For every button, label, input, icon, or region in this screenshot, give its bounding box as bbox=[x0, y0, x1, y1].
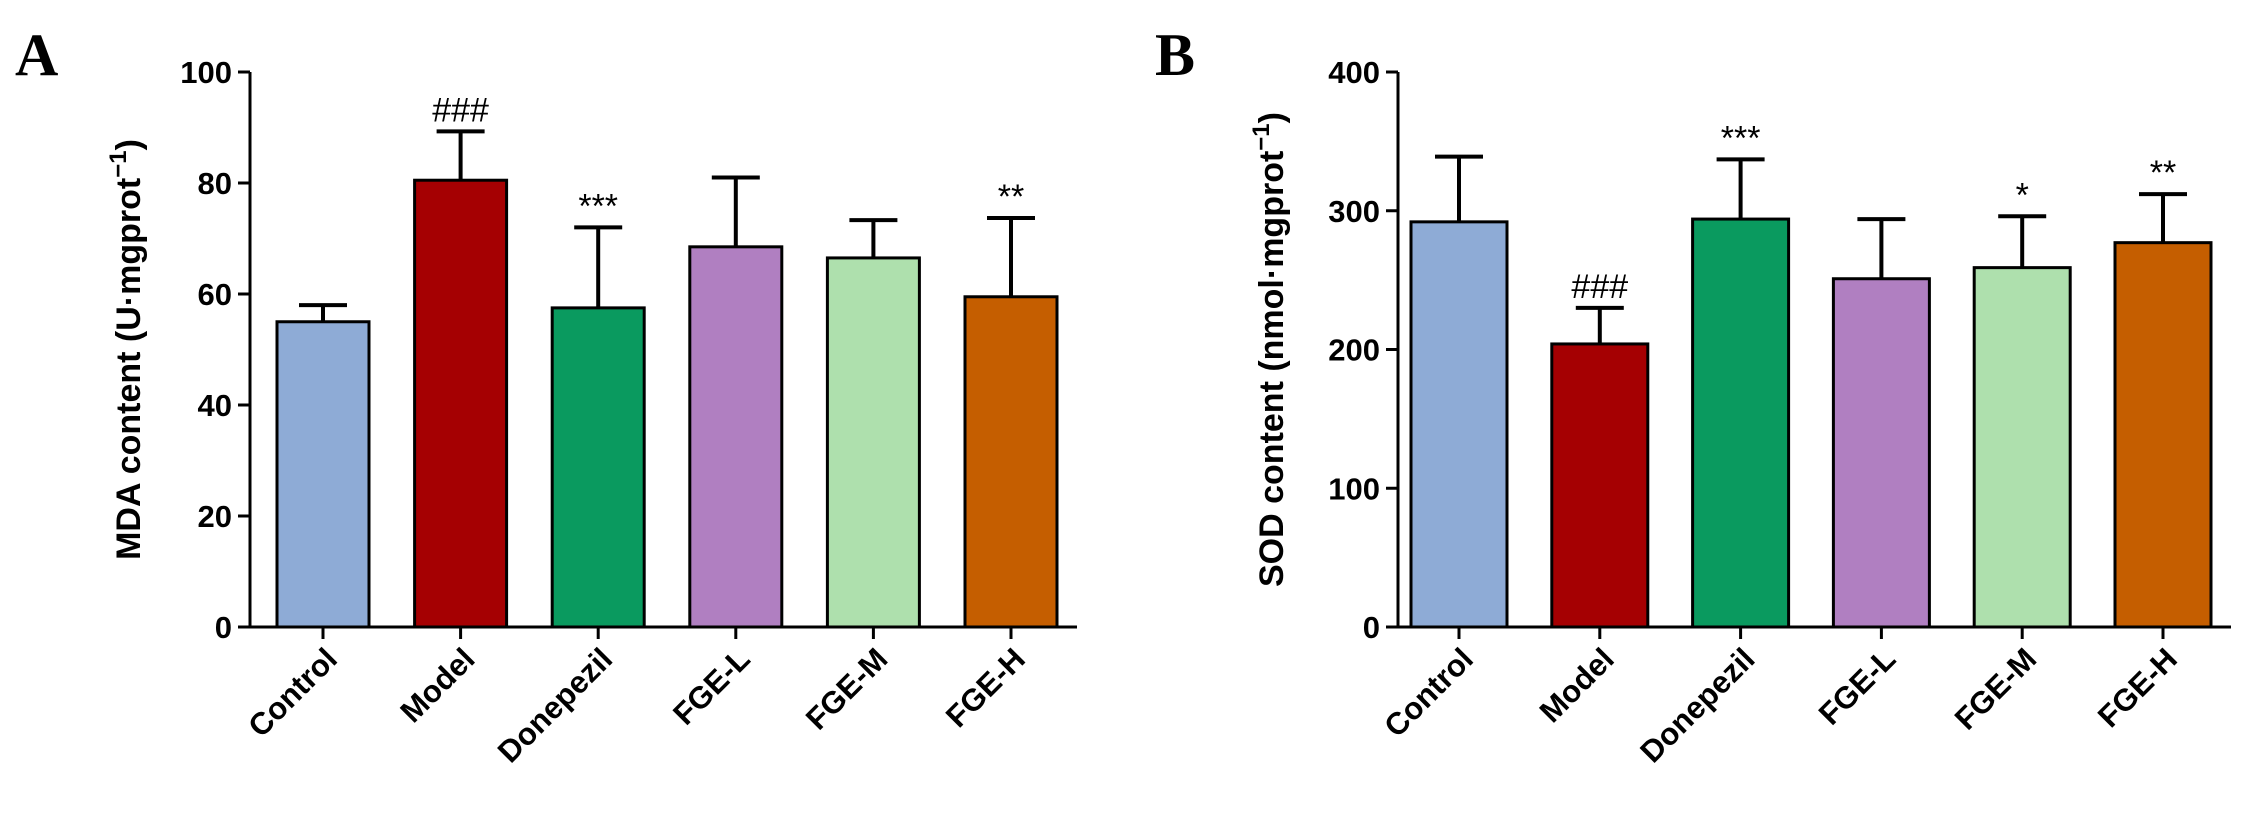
x-tick-label: FGE-M bbox=[1948, 641, 2043, 736]
panel-letter: B bbox=[1155, 22, 1195, 88]
bar bbox=[2113, 241, 2213, 629]
bar bbox=[1409, 220, 1509, 629]
significance-label: ** bbox=[2150, 154, 2176, 192]
bar bbox=[825, 256, 921, 629]
bar bbox=[1691, 217, 1791, 629]
chart-a: A MDA content (U·mgprot−1) Control ### Model… bbox=[15, 22, 1077, 769]
significance-label: * bbox=[2016, 176, 2029, 214]
y-axis-label: SOD content (nmol·mgprot−1) bbox=[1248, 112, 1291, 587]
significance-label: *** bbox=[1721, 119, 1761, 157]
x-tick-label: FGE-L bbox=[666, 641, 757, 732]
bar bbox=[1972, 266, 2072, 629]
x-tick-label: Model bbox=[1533, 641, 1621, 729]
y-tick-label: 80 bbox=[198, 166, 232, 201]
bar bbox=[963, 295, 1059, 629]
bar bbox=[1831, 277, 1931, 629]
x-tick-label: Model bbox=[393, 641, 481, 729]
y-tick-label: 40 bbox=[198, 388, 232, 423]
y-tick-label: 20 bbox=[198, 499, 232, 534]
bar bbox=[688, 245, 784, 629]
y-tick-label: 60 bbox=[198, 277, 232, 312]
y-tick-label: 200 bbox=[1328, 333, 1380, 368]
bar bbox=[413, 178, 509, 629]
y-tick-label: 100 bbox=[180, 55, 232, 90]
bar bbox=[275, 320, 371, 629]
significance-label: ### bbox=[432, 91, 489, 129]
x-tick-label: Control bbox=[241, 641, 344, 744]
y-tick-label: 0 bbox=[215, 610, 232, 645]
y-tick-label: 0 bbox=[1363, 610, 1380, 645]
x-tick-label: Donepezil bbox=[491, 641, 619, 769]
y-tick-label: 400 bbox=[1328, 55, 1380, 90]
panel-letter: A bbox=[15, 22, 58, 88]
bar bbox=[1550, 342, 1650, 629]
y-axis-label: MDA content (U·mgprot−1) bbox=[105, 139, 148, 560]
y-tick-label: 300 bbox=[1328, 194, 1380, 229]
x-tick-label: FGE-L bbox=[1812, 641, 1903, 732]
significance-label: ### bbox=[1571, 268, 1628, 306]
x-tick-label: FGE-H bbox=[939, 641, 1032, 734]
x-tick-label: Donepezil bbox=[1633, 641, 1761, 769]
chart-b: B SOD content (nmol·mgprot−1) Control ### Mo… bbox=[1155, 22, 2231, 769]
x-tick-label: FGE-M bbox=[799, 641, 894, 736]
y-tick-label: 100 bbox=[1328, 471, 1380, 506]
bar bbox=[550, 306, 646, 629]
significance-label: *** bbox=[578, 187, 618, 225]
x-tick-label: Control bbox=[1377, 641, 1480, 744]
significance-label: ** bbox=[998, 178, 1024, 216]
x-tick-label: FGE-H bbox=[2091, 641, 2184, 734]
